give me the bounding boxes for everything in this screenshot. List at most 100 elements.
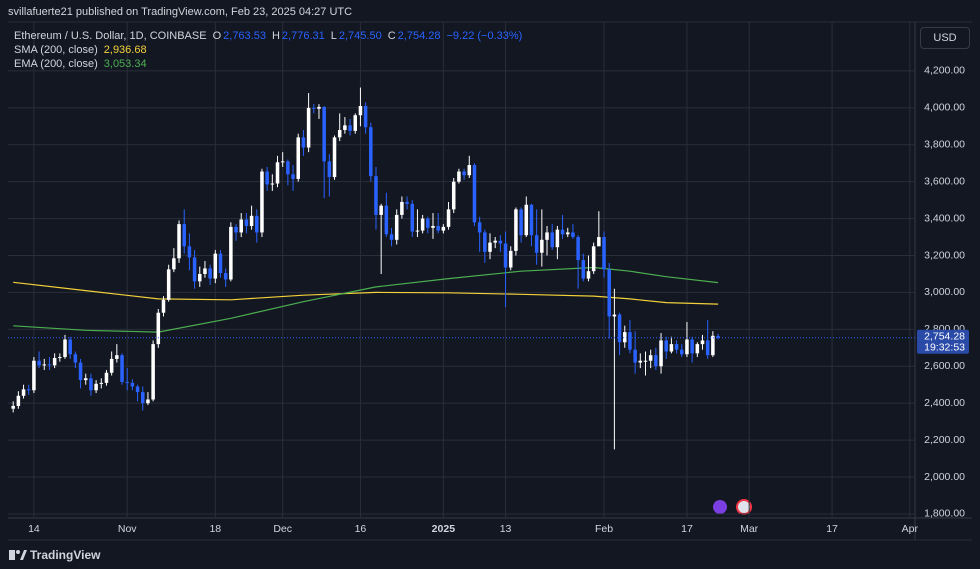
candle-body	[591, 246, 596, 272]
x-tick-label: Dec	[273, 523, 292, 535]
candle-body	[151, 344, 155, 400]
candle-body	[239, 219, 243, 233]
candle-body	[130, 382, 135, 387]
candle-body	[410, 203, 415, 232]
candle-body	[327, 161, 332, 178]
indicator-name: SMA (200, close)	[14, 44, 98, 56]
x-tick-label: 16	[355, 523, 367, 535]
symbol-row: Ethereum / U.S. Dollar, 1D, COINBASE O 2,7…	[14, 29, 524, 43]
y-tick-label: 2,200.00	[924, 434, 965, 446]
candle-body	[244, 219, 249, 226]
candle-body	[291, 174, 295, 179]
candle-body	[166, 269, 171, 300]
candle-body	[213, 253, 218, 279]
candle-body	[685, 339, 689, 355]
candle-body	[488, 242, 492, 252]
countdown-label: 19:32:53	[924, 342, 965, 354]
candle-body	[16, 395, 21, 406]
candle-body	[78, 362, 83, 381]
candle-body	[700, 340, 705, 345]
candle-body	[415, 230, 420, 232]
candle-body	[363, 105, 368, 128]
candle-body	[633, 349, 637, 363]
candle-body	[37, 360, 41, 366]
candle-body	[472, 165, 477, 223]
candle-body	[503, 243, 508, 268]
x-tick-label: 2025	[432, 523, 456, 535]
symbol: Ethereum / U.S. Dollar, 1D, COINBASE	[14, 30, 207, 42]
candle-body	[705, 340, 710, 356]
candle-body	[11, 405, 15, 409]
candle-body	[58, 357, 62, 359]
candle-body	[369, 127, 373, 177]
candle-body	[198, 273, 202, 282]
candle-body	[493, 240, 497, 243]
ohlc-value: 2,754.28	[397, 30, 441, 42]
currency-button[interactable]: USD	[920, 27, 970, 49]
candle-body	[135, 386, 140, 393]
candle-body	[301, 137, 306, 148]
indicator-row: SMA (200, close) 2,936.68	[14, 43, 524, 57]
candle-body	[617, 314, 622, 343]
indicator-row: EMA (200, close) 3,053.34	[14, 57, 524, 71]
candle-body	[156, 312, 161, 345]
candle-body	[187, 246, 192, 258]
candle-body	[32, 360, 36, 391]
candle-body	[560, 229, 565, 235]
candle-body	[343, 125, 347, 130]
candle-body	[586, 271, 591, 279]
candle-body	[519, 209, 523, 236]
candle-body	[115, 355, 119, 359]
x-tick-label: 17	[826, 523, 838, 535]
indicator-line	[13, 281, 719, 305]
y-tick-label: 3,000.00	[924, 286, 965, 298]
indicator-line	[13, 266, 719, 333]
candle-body	[203, 268, 207, 274]
y-tick-label: 3,600.00	[924, 175, 965, 187]
last-price-label: 2,754.28	[924, 331, 965, 343]
candle-body	[83, 378, 88, 381]
candle-body	[540, 239, 544, 253]
event-icon[interactable]	[713, 500, 727, 514]
candle-body	[669, 344, 674, 352]
candle-body	[529, 204, 534, 236]
candle-body	[462, 171, 466, 176]
candle-body	[332, 137, 337, 178]
candle-body	[477, 222, 482, 233]
candle-body	[275, 162, 280, 184]
y-tick-label: 3,400.00	[924, 212, 965, 224]
candle-body	[711, 335, 715, 356]
brand: TradingView	[30, 548, 101, 562]
candle-body	[643, 360, 648, 362]
x-tick-label: 18	[209, 523, 221, 535]
candle-body	[534, 235, 539, 253]
candle-body	[659, 340, 663, 367]
candle-body	[47, 364, 52, 366]
change: −9.22 (−0.33%)	[446, 30, 523, 42]
candle-body	[270, 183, 275, 185]
candle-body	[249, 215, 254, 226]
candle-body	[260, 171, 264, 233]
x-tick-label: 13	[500, 523, 512, 535]
candle-body	[555, 229, 560, 248]
indicator-value: 3,053.34	[103, 58, 147, 70]
y-tick-label: 1,800.00	[924, 508, 965, 520]
published-note: svillafuerte21 published on TradingView.…	[8, 6, 353, 18]
x-tick-label: 17	[681, 523, 693, 535]
plot-background	[8, 22, 915, 518]
candle-body	[146, 399, 150, 404]
x-tick-label: Apr	[902, 523, 919, 535]
candle-body	[374, 176, 378, 215]
ohlc-value: 2,763.53	[223, 30, 266, 42]
candle-body	[664, 340, 668, 352]
candle-body	[52, 357, 57, 366]
x-tick-label: Mar	[740, 523, 759, 535]
candle-body	[94, 383, 98, 391]
candles	[11, 87, 720, 450]
candle-body	[716, 336, 720, 338]
candle-body	[550, 232, 554, 248]
candle-body	[524, 204, 529, 236]
y-tick-label: 3,200.00	[924, 249, 965, 261]
